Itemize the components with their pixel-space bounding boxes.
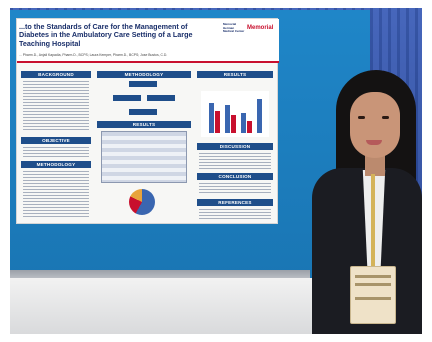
methodology-left-text	[23, 171, 89, 219]
section-references: REFERENCES	[197, 199, 273, 206]
chart-bar	[241, 113, 246, 133]
section-methodology: METHODOLOGY	[97, 71, 191, 78]
section-objective: OBJECTIVE	[21, 137, 91, 144]
references-text	[199, 209, 271, 219]
poster-authors: ... Pharm.D., Anjali Kapadia, Pharm.D., …	[19, 53, 168, 57]
lanyard	[371, 174, 375, 270]
chart-bar	[231, 115, 236, 133]
person-eye	[358, 116, 365, 119]
logo-text: Memorial Herman Medical Center	[223, 22, 245, 34]
section-results-mid: RESULTS	[97, 121, 191, 128]
badge-line	[355, 297, 391, 300]
results-pie-chart	[129, 189, 155, 215]
research-poster: ...to the Standards of Care for the Mana…	[16, 18, 279, 224]
poster-title: ...to the Standards of Care for the Mana…	[19, 22, 193, 48]
badge-line	[355, 275, 391, 278]
flow-box	[147, 95, 175, 101]
section-background: BACKGROUND	[21, 71, 91, 78]
flow-box	[113, 95, 141, 101]
discussion-text	[199, 153, 271, 169]
badge-line	[355, 283, 391, 286]
chart-bar	[225, 105, 230, 133]
chart-bar	[209, 103, 214, 133]
results-bar-chart	[201, 91, 269, 137]
person-face	[350, 92, 400, 158]
person-eye	[382, 116, 389, 119]
poster-header: ...to the Standards of Care for the Mana…	[17, 19, 279, 63]
flow-box	[129, 81, 157, 87]
section-discussion: DISCUSSION	[197, 143, 273, 150]
chart-bar	[247, 121, 252, 133]
chart-bar	[257, 99, 262, 133]
hospital-logo: Memorial Herman Medical Center Memorial	[223, 22, 277, 49]
chart-bar	[215, 111, 220, 133]
person-neck	[365, 154, 385, 176]
conclusion-text	[199, 183, 271, 195]
flow-box	[129, 109, 157, 115]
section-conclusion: CONCLUSION	[197, 173, 273, 180]
logo-brand: Memorial	[247, 25, 274, 31]
results-table	[101, 131, 187, 183]
objective-text	[23, 147, 89, 157]
name-badge	[350, 266, 396, 324]
background-text	[23, 81, 89, 131]
section-methodology-left: METHODOLOGY	[21, 161, 91, 168]
person-smile	[366, 140, 382, 145]
section-results-top: RESULTS	[197, 71, 273, 78]
photo: ...to the Standards of Care for the Mana…	[10, 8, 422, 334]
